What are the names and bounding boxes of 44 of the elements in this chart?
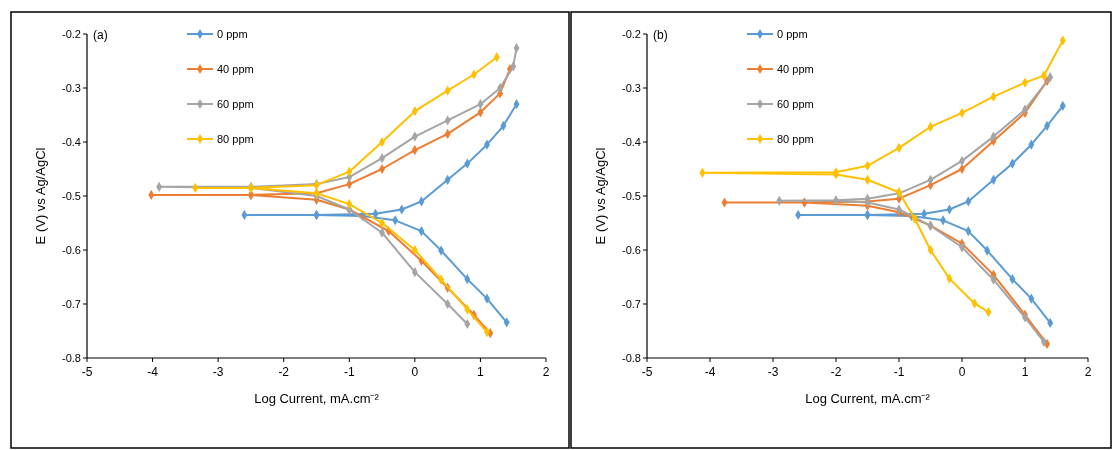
x-tick-label: 0 — [958, 365, 966, 379]
x-axis-title: Log Current, mA.cm⁻² — [254, 391, 380, 406]
y-tick-label: -0.6 — [622, 243, 641, 256]
x-tick-label: -1 — [343, 365, 355, 379]
x-tick-label: -4 — [704, 365, 716, 379]
x-tick-label: 1 — [477, 365, 485, 379]
annotation: (b) — [653, 28, 668, 42]
legend-label: 40 ppm — [777, 62, 814, 75]
y-axis-title: E (V) vs Ag/AgCl — [593, 147, 608, 245]
y-tick-label: -0.2 — [62, 27, 81, 40]
y-axis-title: E (V) vs Ag/AgCl — [33, 147, 48, 245]
x-tick-label: -5 — [641, 365, 653, 379]
x-tick-label: -2 — [830, 365, 842, 379]
legend-label: 0 ppm — [777, 27, 808, 40]
legend-label: 60 ppm — [217, 97, 254, 110]
y-tick-label: -0.5 — [62, 189, 81, 202]
x-tick-label: -1 — [893, 365, 905, 379]
x-tick-label: 0 — [411, 365, 419, 379]
y-tick-label: -0.7 — [62, 297, 81, 310]
x-tick-label: -3 — [212, 365, 224, 379]
y-tick-label: -0.8 — [622, 351, 641, 364]
y-tick-label: -0.8 — [62, 351, 81, 364]
y-tick-label: -0.5 — [622, 189, 641, 202]
y-tick-label: -0.6 — [62, 243, 81, 256]
y-tick-label: -0.4 — [622, 135, 641, 148]
y-tick-label: -0.7 — [622, 297, 641, 310]
y-tick-label: -0.3 — [622, 81, 641, 94]
x-axis-title: Log Current, mA.cm⁻² — [805, 391, 931, 406]
y-tick-label: -0.3 — [62, 81, 81, 94]
x-tick-label: 2 — [542, 365, 550, 379]
x-tick-label: 2 — [1084, 365, 1092, 379]
legend-label: 60 ppm — [777, 97, 814, 110]
x-tick-label: -5 — [81, 365, 93, 379]
y-tick-label: -0.4 — [62, 135, 81, 148]
y-tick-label: -0.2 — [622, 27, 641, 40]
x-tick-label: -3 — [767, 365, 779, 379]
legend-label: 80 ppm — [777, 132, 814, 145]
x-tick-label: 1 — [1021, 365, 1029, 379]
x-tick-label: -4 — [147, 365, 159, 379]
x-tick-label: -2 — [278, 365, 290, 379]
legend-label: 0 ppm — [217, 27, 248, 40]
annotation: (a) — [93, 28, 108, 42]
legend-label: 80 ppm — [217, 132, 254, 145]
legend-label: 40 ppm — [217, 62, 254, 75]
